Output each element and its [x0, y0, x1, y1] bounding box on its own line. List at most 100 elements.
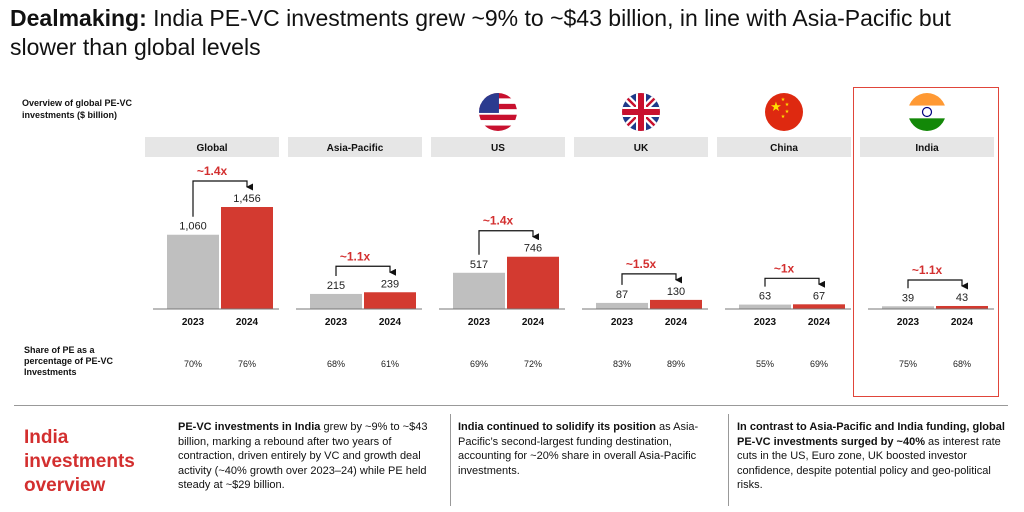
section-divider — [14, 405, 1008, 406]
us-flag-icon — [479, 93, 517, 131]
bar-2024 — [507, 256, 559, 309]
flag-white — [908, 105, 946, 119]
chart-group-us: US 517 2023 69% 746 2024 72% ~1.4x — [431, 93, 565, 369]
bar-2023 — [453, 272, 505, 309]
year-label: 2023 — [611, 317, 634, 328]
flag-field — [765, 93, 803, 131]
col3-bold: In contrast to Asia-Pacific and India fu… — [737, 421, 1005, 448]
share-value: 61% — [381, 359, 399, 369]
data-label: 67 — [813, 290, 825, 302]
share-value: 72% — [524, 359, 542, 369]
bar-2023 — [739, 304, 791, 309]
growth-multiplier: ~1.1x — [340, 249, 371, 263]
growth-multiplier: ~1x — [774, 261, 795, 275]
data-label: 130 — [667, 286, 685, 298]
bar-2023 — [882, 306, 934, 309]
year-label: 2024 — [236, 317, 259, 328]
year-label: 2024 — [665, 317, 688, 328]
category-header — [574, 137, 708, 157]
flag-green — [908, 118, 946, 131]
year-label: 2024 — [808, 317, 831, 328]
share-value: 75% — [899, 359, 917, 369]
flag-canton — [479, 93, 499, 113]
growth-bracket — [478, 230, 539, 255]
overview-column-3: In contrast to Asia-Pacific and India fu… — [737, 420, 1007, 493]
category-header — [431, 137, 565, 157]
india-flag-icon — [908, 93, 946, 131]
growth-multiplier: ~1.1x — [912, 263, 943, 277]
growth-bracket — [192, 180, 253, 217]
col3-text: as interest rate cuts in the US, Euro zo… — [737, 435, 1001, 492]
chart-group-global: Global 1,060 2023 70% 1,456 2024 76% ~1.4x — [145, 137, 279, 369]
year-label: 2024 — [522, 317, 545, 328]
category-header — [288, 137, 422, 157]
flag-star: ★ — [781, 97, 786, 103]
growth-bracket — [764, 277, 825, 288]
flag-saffron — [908, 93, 946, 106]
share-value: 89% — [667, 359, 685, 369]
col2-bold: India continued to solidify its position — [458, 421, 656, 433]
bar-2023 — [596, 302, 648, 309]
flag-chakra — [921, 106, 933, 118]
flag-star: ★ — [781, 114, 786, 120]
bar-2024 — [221, 207, 273, 309]
growth-multiplier: ~1.5x — [626, 257, 657, 271]
growth-bracket — [335, 265, 396, 276]
flag-star: ★ — [785, 102, 790, 108]
bar-2023 — [167, 234, 219, 309]
chart-group-india: India 39 2023 75% 43 2024 68% ~1.1x — [860, 93, 994, 369]
india-highlight-box — [853, 87, 999, 397]
chart-group-uk: UK 87 2023 83% 130 2024 89% ~1.5x — [574, 93, 708, 369]
chart-axis-label: Overview of global PE-VC investments ($ … — [22, 98, 133, 120]
title-prefix: Dealmaking: — [10, 5, 147, 31]
chart-group-asia-pacific: Asia-Pacific 215 2023 68% 239 2024 61% ~1.1x — [288, 137, 422, 369]
column-divider — [450, 414, 451, 506]
share-value: 76% — [238, 359, 256, 369]
growth-bracket — [621, 273, 682, 285]
overview-title: India investments overview — [24, 427, 135, 496]
data-label: 1,060 — [179, 221, 207, 233]
flag-stripe — [479, 125, 517, 131]
flag-cross-red — [638, 93, 644, 131]
growth-bracket — [907, 279, 968, 290]
col1-bold: PE-VC investments in India — [178, 421, 321, 433]
share-value: 69% — [810, 359, 828, 369]
column-divider — [728, 414, 729, 506]
data-label: 63 — [759, 291, 771, 303]
china-flag-icon: ★★★★★ — [765, 93, 803, 131]
share-value: 55% — [756, 359, 774, 369]
category-label: Asia-Pacific — [327, 143, 384, 154]
overview-column-1: PE-VC investments in India grew by ~9% t… — [178, 420, 440, 493]
category-header — [717, 137, 851, 157]
year-label: 2023 — [897, 317, 920, 328]
share-value: 83% — [613, 359, 631, 369]
bar-2024 — [936, 305, 988, 309]
flag-stripe — [479, 114, 517, 121]
bar-2024 — [793, 304, 845, 309]
bar-2024 — [364, 292, 416, 309]
share-row-label: Share of PE as a percentage of PE-VC Inv… — [24, 345, 114, 377]
data-label: 43 — [956, 292, 968, 304]
flag-star: ★ — [770, 99, 782, 114]
bar-2024 — [650, 299, 702, 309]
category-label: US — [491, 143, 505, 154]
flag-star: ★ — [785, 109, 790, 115]
growth-multiplier: ~1.4x — [483, 214, 514, 228]
year-label: 2023 — [468, 317, 491, 328]
year-label: 2023 — [182, 317, 205, 328]
category-label: India — [915, 143, 939, 154]
share-value: 68% — [327, 359, 345, 369]
year-label: 2023 — [754, 317, 777, 328]
category-label: China — [770, 143, 798, 154]
year-label: 2024 — [379, 317, 402, 328]
col1-text: grew by ~9% to ~$43 billion, marking a r… — [178, 421, 428, 491]
data-label: 517 — [470, 259, 488, 271]
overview-column-2: India continued to solidify its position… — [458, 420, 706, 478]
category-label: UK — [634, 143, 649, 154]
category-header — [145, 137, 279, 157]
data-label: 1,456 — [233, 193, 261, 205]
year-label: 2023 — [325, 317, 348, 328]
share-value: 68% — [953, 359, 971, 369]
col2-text: as Asia-Pacific’s second-largest funding… — [458, 421, 699, 477]
